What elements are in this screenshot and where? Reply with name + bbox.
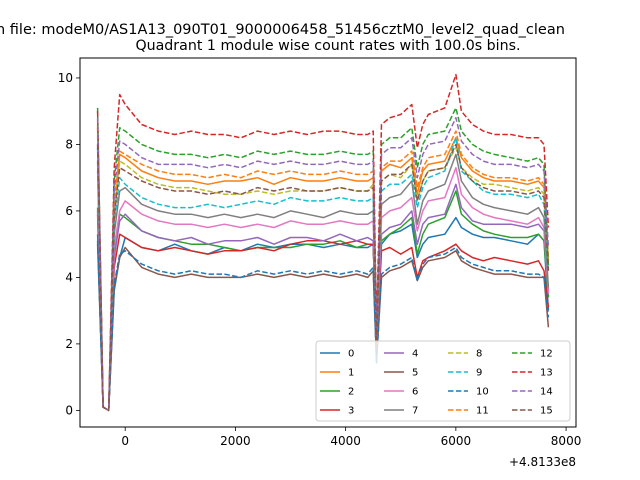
y-tick-label: 2 — [65, 337, 73, 351]
y-tick-label: 0 — [65, 404, 73, 418]
legend-frame — [315, 340, 571, 422]
series-line-3 — [96, 214, 550, 412]
legend-label-11: 11 — [476, 406, 489, 417]
legend-label-2: 2 — [348, 387, 354, 398]
legend-label-14: 14 — [540, 387, 553, 398]
series-line-11 — [96, 127, 550, 412]
legend-label-0: 0 — [348, 349, 354, 360]
x-tick-label: 8000 — [551, 434, 582, 448]
series-line-14 — [96, 117, 550, 412]
figure-suptitle: n file: modeM0/AS1A13_090T01_9000006458_… — [0, 22, 565, 38]
legend-label-13: 13 — [540, 368, 553, 379]
legend-label-9: 9 — [476, 368, 482, 379]
legend-label-8: 8 — [476, 349, 482, 360]
series-line-13 — [96, 73, 550, 412]
series-line-7 — [96, 153, 550, 412]
legend-label-7: 7 — [412, 406, 418, 417]
legend-label-4: 4 — [412, 349, 418, 360]
x-tick-label: 4000 — [330, 434, 361, 448]
legend-label-6: 6 — [412, 387, 418, 398]
legend-label-12: 12 — [540, 349, 553, 360]
y-tick-label: 6 — [65, 204, 73, 218]
series-line-10 — [96, 240, 550, 412]
series-line-9 — [96, 137, 550, 412]
x-tick-label: 2000 — [220, 434, 251, 448]
legend-label-1: 1 — [348, 368, 354, 379]
y-tick-label: 4 — [65, 271, 73, 285]
series-layer — [96, 73, 550, 412]
x-tick-label: 0 — [121, 434, 129, 448]
legend-label-10: 10 — [476, 387, 489, 398]
y-tick-label: 10 — [58, 71, 73, 85]
axes-frame — [79, 57, 577, 428]
series-line-5 — [96, 244, 550, 412]
legend-label-5: 5 — [412, 368, 418, 379]
axes-title: Quadrant 1 module wise count rates with … — [135, 38, 520, 54]
series-line-6 — [96, 166, 550, 412]
y-tick-label: 8 — [65, 138, 73, 152]
series-line-4 — [96, 183, 550, 412]
legend-label-15: 15 — [540, 406, 553, 417]
series-line-15 — [96, 143, 550, 412]
x-offset-text: +4.8133e8 — [509, 455, 576, 469]
series-line-12 — [96, 107, 550, 412]
x-tick-label: 6000 — [441, 434, 472, 448]
legend-label-3: 3 — [348, 406, 354, 417]
series-line-1 — [96, 124, 550, 412]
